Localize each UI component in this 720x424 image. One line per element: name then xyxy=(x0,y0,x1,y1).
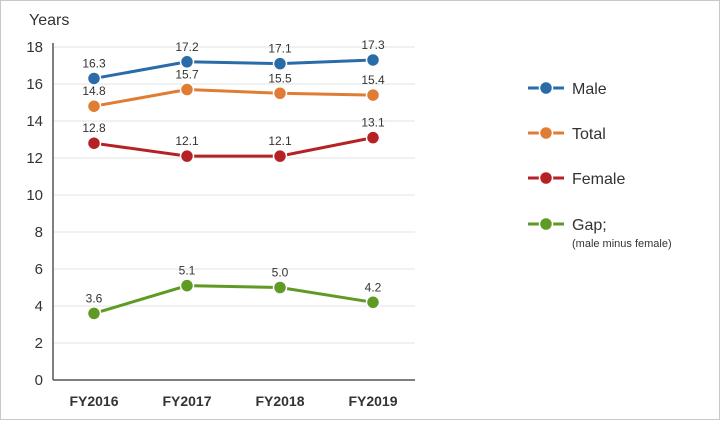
data-point-total xyxy=(365,87,381,103)
legend-item-female: Female xyxy=(528,170,625,188)
axes xyxy=(52,43,415,381)
series-total: 14.8 15.7 15.5 15.4 xyxy=(82,68,385,114)
grid-lines xyxy=(53,46,415,344)
series-line-male xyxy=(93,58,374,80)
data-label-male: 17.1 xyxy=(268,42,292,56)
data-point-female xyxy=(86,135,102,151)
data-label-total: 15.4 xyxy=(361,73,385,87)
y-tick-labels: 0 2 4 6 8 10 12 14 16 18 xyxy=(26,39,43,389)
data-label-gap: 3.6 xyxy=(86,291,103,305)
legend-marker-male xyxy=(538,80,554,96)
x-tick-label: FY2017 xyxy=(162,393,211,409)
data-label-female: 12.1 xyxy=(175,134,199,148)
legend-marker-total xyxy=(538,125,554,141)
y-axis-label: Years xyxy=(29,12,69,29)
data-label-total: 15.5 xyxy=(268,71,292,85)
series-line-female xyxy=(93,136,374,158)
data-point-male xyxy=(86,71,102,86)
legend-marker-gap xyxy=(538,216,554,232)
legend-item-male: Male xyxy=(528,80,607,98)
data-point-female xyxy=(179,148,195,164)
y-tick-label: 10 xyxy=(26,187,43,204)
series-group: 16.3 17.2 17.1 17.3 14.8 15.7 15.5 15.4 12.8 12.1… xyxy=(82,38,385,321)
data-label-total: 14.8 xyxy=(82,84,106,98)
data-point-gap xyxy=(86,306,102,321)
series-line-total xyxy=(93,88,374,108)
legend-label-male: Male xyxy=(572,81,607,98)
y-tick-label: 6 xyxy=(35,261,43,278)
legend-label-total: Total xyxy=(572,126,606,143)
data-label-female: 12.8 xyxy=(82,121,106,135)
y-tick-label: 16 xyxy=(26,76,43,93)
series-line-gap xyxy=(93,284,374,315)
data-point-gap xyxy=(179,278,195,293)
y-tick-label: 2 xyxy=(35,335,43,352)
data-point-total xyxy=(179,82,195,97)
data-point-female xyxy=(365,130,381,145)
x-tick-label: FY2018 xyxy=(255,393,304,409)
legend-marker-female xyxy=(538,170,554,186)
y-tick-label: 18 xyxy=(26,39,43,56)
y-tick-label: 4 xyxy=(35,298,43,315)
legend: Male Total Female Gap; (male minus female) xyxy=(528,80,672,250)
data-label-male: 17.3 xyxy=(361,38,385,52)
legend-label-gap: Gap; xyxy=(572,217,607,234)
data-point-male xyxy=(272,56,288,71)
data-point-male xyxy=(179,54,195,70)
legend-item-gap: Gap; (male minus female) xyxy=(528,216,672,250)
data-point-gap xyxy=(365,295,381,310)
data-point-male xyxy=(365,52,381,68)
data-label-gap: 5.0 xyxy=(272,266,289,280)
y-tick-label: 12 xyxy=(26,150,43,167)
x-tick-label: FY2016 xyxy=(69,393,118,409)
x-tick-label: FY2019 xyxy=(348,393,397,409)
series-gap: 3.6 5.1 5.0 4.2 xyxy=(86,264,382,321)
data-point-female xyxy=(272,148,288,164)
y-tick-label: 8 xyxy=(35,224,43,241)
y-tick-label: 14 xyxy=(26,113,43,130)
data-label-gap: 4.2 xyxy=(365,280,382,294)
legend-sublabel-gap: (male minus female) xyxy=(572,238,672,250)
y-tick-label: 0 xyxy=(35,372,43,389)
series-female: 12.8 12.1 12.1 13.1 xyxy=(82,116,385,164)
data-label-male: 17.2 xyxy=(175,40,199,54)
data-label-female: 13.1 xyxy=(361,116,385,130)
data-point-gap xyxy=(272,280,288,295)
x-tick-labels: FY2016 FY2017 FY2018 FY2019 xyxy=(69,393,397,409)
data-label-gap: 5.1 xyxy=(179,264,196,278)
data-point-total xyxy=(86,98,102,114)
legend-item-total: Total xyxy=(528,125,606,143)
series-male: 16.3 17.2 17.1 17.3 xyxy=(82,38,385,86)
data-point-total xyxy=(272,86,288,101)
data-label-female: 12.1 xyxy=(268,134,292,148)
legend-label-female: Female xyxy=(572,171,625,188)
data-label-male: 16.3 xyxy=(82,56,106,70)
data-label-total: 15.7 xyxy=(175,68,199,82)
